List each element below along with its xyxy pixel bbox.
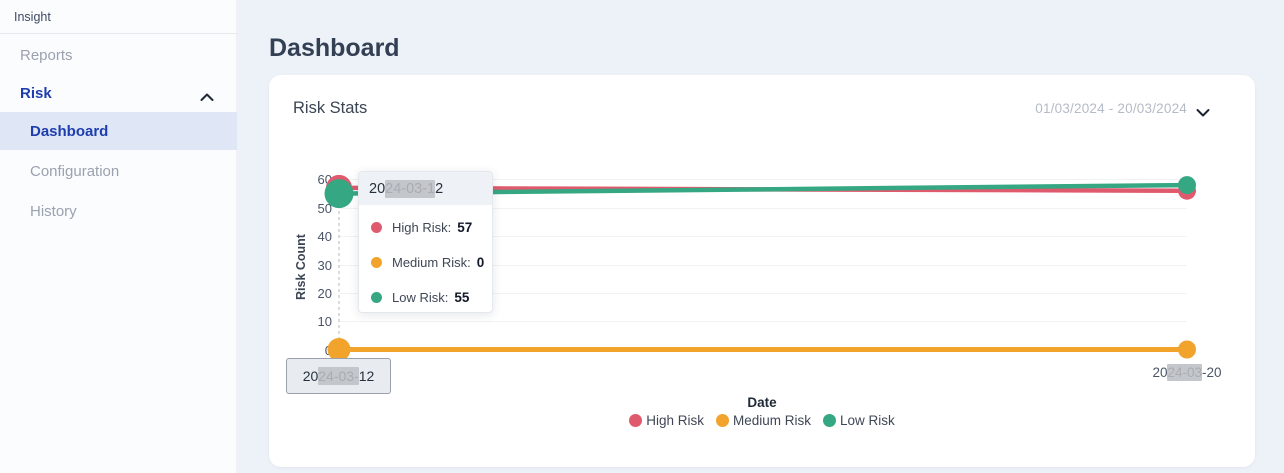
page-title: Dashboard (269, 34, 400, 62)
tooltip-value: 0 (476, 254, 485, 270)
axis-date-part: 12 (358, 368, 375, 384)
date-range-text: 01/03/2024 - 20/03/2024 (1035, 101, 1187, 116)
high-risk-dot-icon (629, 414, 643, 427)
date-range-selector[interactable]: 01/03/2024 - 20/03/2024 (1035, 101, 1210, 117)
card-title: Risk Stats (293, 99, 368, 117)
sidebar: Insight Reports Risk Dashboard Configura… (0, 0, 237, 473)
medium-risk-dot-icon (715, 414, 729, 427)
y-tick: 30 (317, 257, 332, 273)
sidebar-divider (0, 33, 237, 34)
chart-tooltip: 20 24-03-1 2 High Risk: 57 Medium Risk: 0 … (358, 171, 493, 313)
y-tick: 50 (317, 200, 332, 216)
axis-date-part: -20 (1202, 365, 1222, 380)
y-tick: 10 (317, 314, 332, 329)
medium-risk-dot-icon (371, 256, 382, 268)
x-tick-label: 2024-03-20 (1112, 364, 1262, 381)
gridline (339, 264, 1187, 266)
chart-legend: High Risk Medium Risk Low Risk (269, 413, 1255, 428)
gridline (339, 207, 1187, 209)
redacted-text: 24-03- (318, 367, 359, 385)
tooltip-date-part: 2 (435, 180, 444, 197)
redacted-text: 24-03 (1167, 364, 1203, 381)
legend-label: Medium Risk (732, 413, 811, 428)
redacted-text: 24-03-1 (385, 179, 436, 198)
sidebar-item-history[interactable]: History (0, 192, 237, 230)
brand-logo: Insight (14, 10, 51, 24)
gridline (339, 321, 1187, 322)
low-risk-dot-icon (371, 291, 382, 303)
sidebar-item-label: Reports (20, 46, 73, 64)
high-risk-dot-icon (371, 221, 382, 233)
axis-date-part: 20 (302, 368, 319, 384)
gridline (339, 292, 1187, 294)
sidebar-item-dashboard[interactable]: Dashboard (0, 112, 237, 150)
gridline (339, 236, 1187, 237)
tooltip-label: Low Risk: (392, 289, 449, 305)
y-tick: 20 (317, 285, 332, 301)
legend-item-medium-risk[interactable]: Medium Risk (715, 413, 811, 428)
tooltip-value: 57 (457, 219, 473, 235)
legend-item-low-risk[interactable]: Low Risk (823, 413, 895, 428)
sidebar-item-configuration[interactable]: Configuration (0, 152, 237, 190)
legend-label: Low Risk (840, 413, 895, 428)
tooltip-value: 55 (454, 289, 470, 305)
low-risk-dot-icon (823, 414, 836, 427)
tooltip-label: High Risk: (392, 219, 452, 235)
risk-stats-card: Risk Stats 01/03/2024 - 20/03/2024 Risk … (269, 75, 1255, 467)
sidebar-item-label: Dashboard (30, 122, 109, 140)
sidebar-item-risk[interactable]: Risk (0, 74, 237, 112)
tooltip-row-medium: Medium Risk: 0 (359, 252, 494, 272)
axis-date-part: 20 (1152, 365, 1168, 380)
sidebar-item-label: History (30, 202, 77, 220)
legend-label: High Risk (646, 413, 704, 428)
gridline (339, 179, 1187, 180)
sidebar-item-label: Configuration (30, 162, 120, 180)
legend-item-high-risk[interactable]: High Risk (629, 413, 704, 428)
axis-pointer-date-label: 20 24-03- 12 (286, 358, 391, 394)
tooltip-row-low: Low Risk: 55 (359, 287, 494, 307)
chevron-down-icon (1196, 104, 1210, 117)
y-tick: 40 (317, 229, 332, 244)
sidebar-item-label: Risk (20, 84, 52, 102)
x-axis-title: Date (747, 395, 777, 410)
tooltip-label: Medium Risk: (392, 254, 471, 270)
chevron-up-icon (200, 89, 214, 101)
tooltip-date: 20 24-03-1 2 (359, 172, 492, 205)
sidebar-item-reports[interactable]: Reports (0, 36, 237, 74)
tooltip-row-high: High Risk: 57 (359, 217, 494, 237)
tooltip-date-part: 20 (369, 180, 386, 197)
